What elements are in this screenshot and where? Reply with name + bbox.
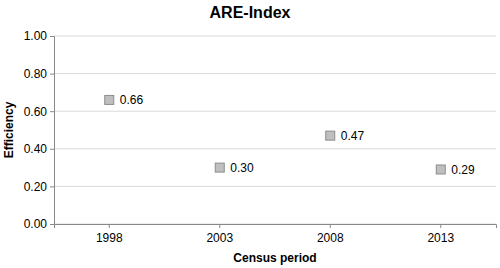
grid-line (54, 148, 496, 149)
y-axis-line (50, 37, 55, 225)
x-axis-title: Census period (233, 251, 316, 265)
x-tick: 2003 (206, 224, 233, 245)
data-labels: 0.66 0.30 0.47 0.29 (120, 93, 475, 177)
y-tick-mark (50, 36, 54, 37)
y-axis-title: Efficiency (2, 101, 16, 158)
x-tick: 1998 (96, 224, 123, 245)
x-tick-mark (440, 224, 441, 228)
grid (54, 36, 496, 224)
x-tick-mark (219, 224, 220, 228)
marker (215, 163, 224, 172)
y-tick-mark (50, 149, 54, 150)
data-label: 0.47 (341, 129, 365, 143)
y-tick-label: 0.00 (24, 217, 48, 231)
x-tick-label: 2013 (427, 231, 454, 245)
grid-line (54, 111, 496, 112)
y-tick: 0.80 (24, 67, 54, 81)
grid-line (54, 36, 496, 37)
data-label: 0.29 (451, 163, 475, 177)
x-axis-line (55, 225, 497, 229)
y-tick-mark (50, 224, 54, 225)
title: ARE-Index (210, 4, 291, 21)
grid-line (54, 186, 496, 187)
grid-line (54, 73, 496, 74)
x-tick-mark (330, 224, 331, 228)
y-tick-label: 0.60 (24, 105, 48, 119)
y-tick-label: 0.20 (24, 180, 48, 194)
marker (436, 165, 445, 174)
y-axis: 0.00 0.20 0.40 0.60 0.80 1.00 (24, 29, 55, 231)
y-tick: 1.00 (24, 29, 54, 43)
y-tick: 0.00 (24, 217, 54, 231)
y-tick-label: 0.40 (24, 142, 48, 156)
y-tick-mark (50, 74, 54, 75)
y-tick: 0.40 (24, 142, 54, 156)
chart: 0.00 0.20 0.40 0.60 0.80 1.00 1998 2003 2008 2013… (0, 0, 500, 268)
y-tick-mark (50, 186, 54, 187)
marker (105, 95, 114, 104)
y-tick: 0.20 (24, 180, 54, 194)
marker (326, 131, 335, 140)
data-label: 0.30 (230, 161, 254, 175)
x-tick-mark (109, 224, 110, 228)
x-tick: 2013 (427, 224, 454, 245)
x-axis: 1998 2003 2008 2013 (55, 224, 497, 245)
plot: 0.00 0.20 0.40 0.60 0.80 1.00 1998 2003 2008 2013… (24, 29, 497, 244)
y-tick: 0.60 (24, 105, 54, 119)
x-tick-label: 2008 (317, 231, 344, 245)
y-tick-label: 0.80 (24, 67, 48, 81)
data-label: 0.66 (120, 93, 144, 107)
x-tick-label: 2003 (206, 231, 233, 245)
y-tick-label: 1.00 (24, 29, 48, 43)
x-tick-label: 1998 (96, 231, 123, 245)
y-tick-mark (50, 111, 54, 112)
marks (105, 95, 446, 174)
x-tick: 2008 (317, 224, 344, 245)
